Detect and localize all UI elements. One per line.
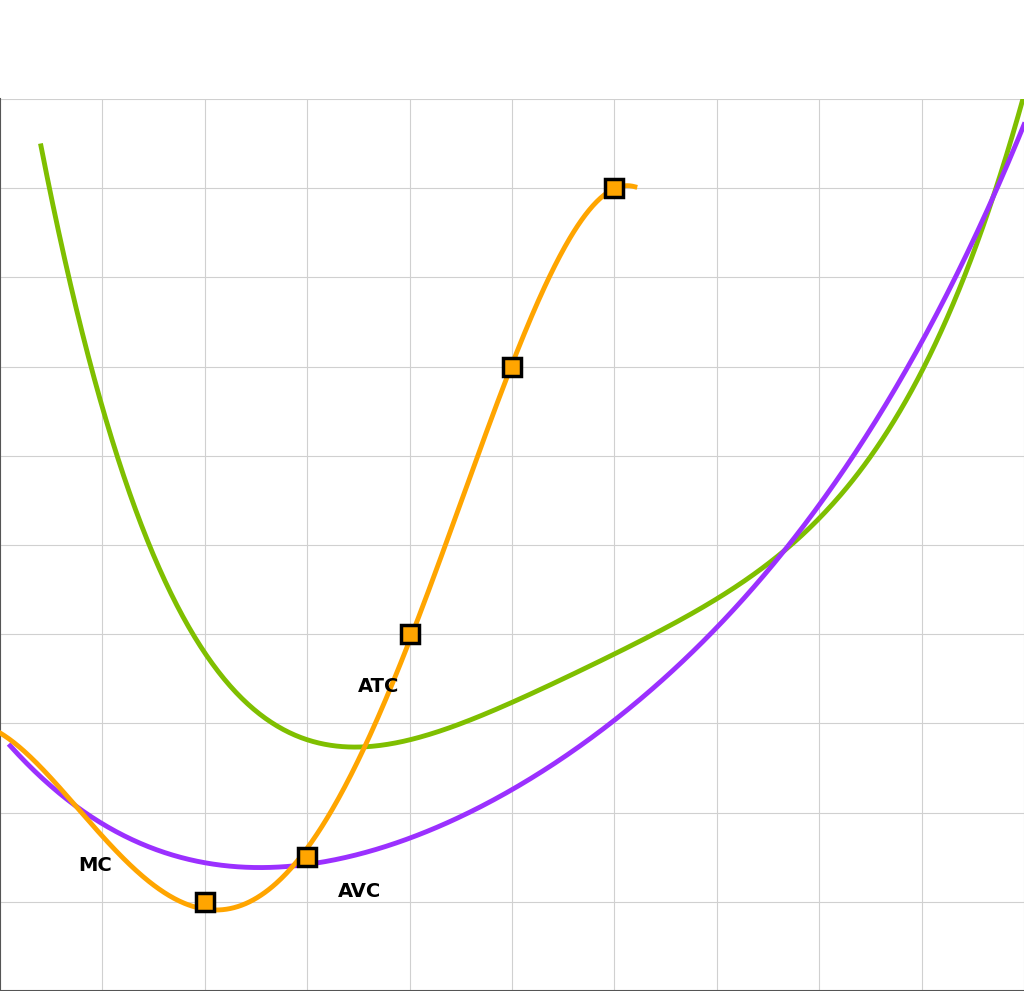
Text: AVC: AVC: [338, 882, 381, 902]
Text: ATC: ATC: [358, 677, 399, 697]
Text: MC: MC: [78, 855, 112, 875]
